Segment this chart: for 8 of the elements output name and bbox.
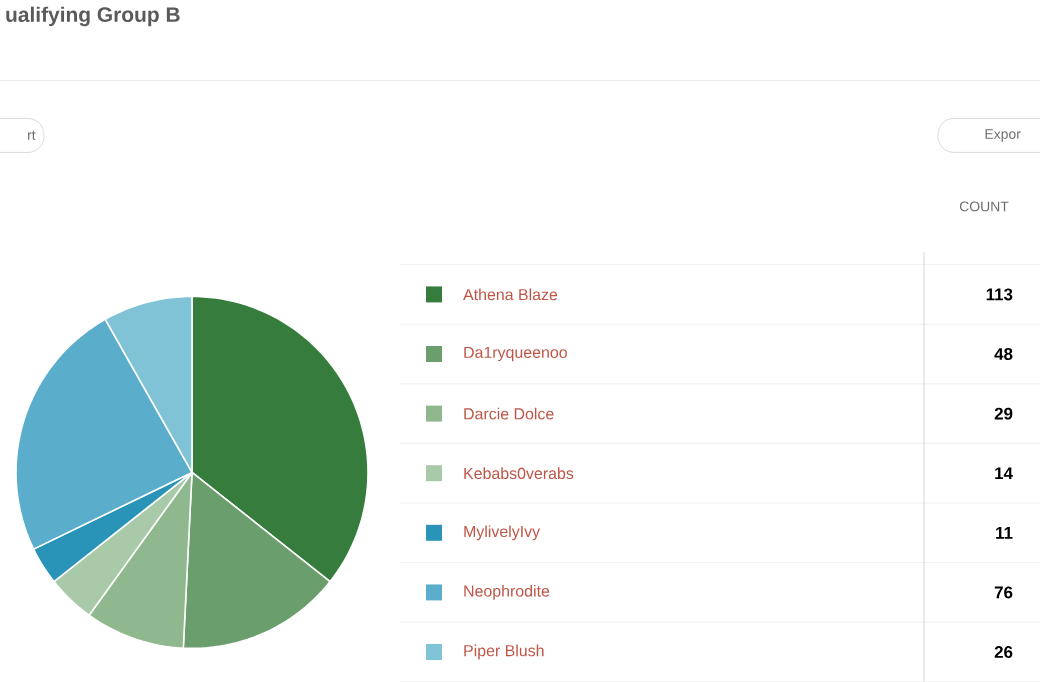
data-label: 48 xyxy=(994,347,1013,360)
data-label: 29 xyxy=(994,407,1013,420)
chart-title: ualifying Group B xyxy=(6,6,180,27)
data-label: 11 xyxy=(996,526,1013,539)
data-label: 26 xyxy=(994,645,1013,658)
data-label: 113 xyxy=(986,288,1013,301)
data-label: 14 xyxy=(995,467,1013,479)
data-label: 76 xyxy=(994,586,1013,599)
